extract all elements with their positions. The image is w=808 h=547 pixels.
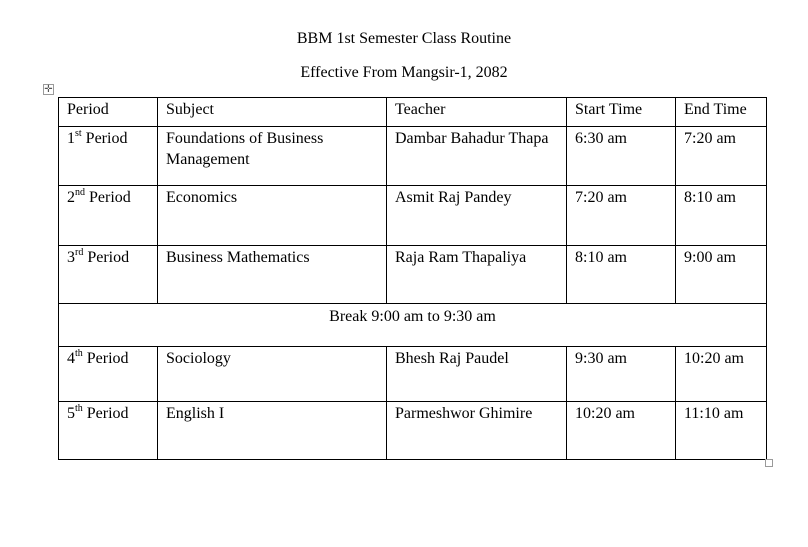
subject-cell: Business Mathematics [157, 245, 387, 304]
period-cell: 5th Period [58, 401, 158, 460]
period-number: 3 [67, 249, 75, 266]
period-word: Period [85, 189, 131, 206]
period-suffix: th [75, 347, 83, 359]
document-title: BBM 1st Semester Class Routine [296, 30, 512, 47]
break-row: Break 9:00 am to 9:30 am [58, 303, 767, 347]
period-suffix: rd [75, 246, 84, 258]
teacher-cell: Bhesh Raj Paudel [386, 346, 567, 402]
table-move-handle-icon[interactable]: ✛ [43, 84, 54, 95]
table-row: 3rd Period Business Mathematics Raja Ram T… [58, 245, 767, 304]
header-teacher: Teacher [386, 97, 567, 127]
table-header-row: Period Subject Teacher Start Time End Ti… [58, 97, 767, 127]
subject-cell: English I [157, 401, 387, 460]
header-end-time: End Time [675, 97, 767, 127]
end-time-cell: 9:00 am [675, 245, 767, 304]
table-row: 1st Period Foundations of Business Manage… [58, 126, 767, 186]
table-resize-handle[interactable] [765, 459, 773, 467]
teacher-cell: Asmit Raj Pandey [386, 185, 567, 246]
subject-cell: Foundations of Business Management [157, 126, 387, 186]
header-period: Period [58, 97, 158, 127]
start-time-cell: 10:20 am [566, 401, 676, 460]
period-cell: 1st Period [58, 126, 158, 186]
period-word: Period [82, 350, 129, 367]
period-cell: 2nd Period [58, 185, 158, 246]
end-time-cell: 7:20 am [675, 126, 767, 186]
table-row: 5th Period English I Parmeshwor Ghimire 10:… [58, 401, 767, 460]
period-suffix: nd [75, 186, 85, 198]
period-suffix: st [75, 127, 82, 139]
end-time-cell: 10:20 am [675, 346, 767, 402]
end-time-cell: 8:10 am [675, 185, 767, 246]
document-subtitle: Effective From Mangsir-1, 2082 [300, 64, 508, 81]
end-time-cell: 11:10 am [675, 401, 767, 460]
period-number: 1 [67, 130, 75, 147]
period-word: Period [81, 130, 128, 147]
teacher-cell: Dambar Bahadur Thapa [386, 126, 567, 186]
period-suffix: th [75, 402, 83, 414]
start-time-cell: 9:30 am [566, 346, 676, 402]
header-subject: Subject [157, 97, 387, 127]
header-start-time: Start Time [566, 97, 676, 127]
period-cell: 4th Period [58, 346, 158, 402]
subject-cell: Sociology [157, 346, 387, 402]
teacher-cell: Parmeshwor Ghimire [386, 401, 567, 460]
period-cell: 3rd Period [58, 245, 158, 304]
period-word: Period [83, 249, 130, 266]
table-row: 4th Period Sociology Bhesh Raj Paudel 9:30 … [58, 346, 767, 402]
break-cell: Break 9:00 am to 9:30 am [58, 303, 767, 347]
start-time-cell: 8:10 am [566, 245, 676, 304]
subject-cell: Economics [157, 185, 387, 246]
period-number: 2 [67, 189, 75, 206]
period-word: Period [82, 405, 129, 422]
table-row: 2nd Period Economics Asmit Raj Pandey 7:20 … [58, 185, 767, 246]
start-time-cell: 6:30 am [566, 126, 676, 186]
routine-table: Period Subject Teacher Start Time End Ti… [58, 97, 767, 460]
period-number: 4 [67, 350, 75, 367]
period-number: 5 [67, 405, 75, 422]
start-time-cell: 7:20 am [566, 185, 676, 246]
teacher-cell: Raja Ram Thapaliya [386, 245, 567, 304]
